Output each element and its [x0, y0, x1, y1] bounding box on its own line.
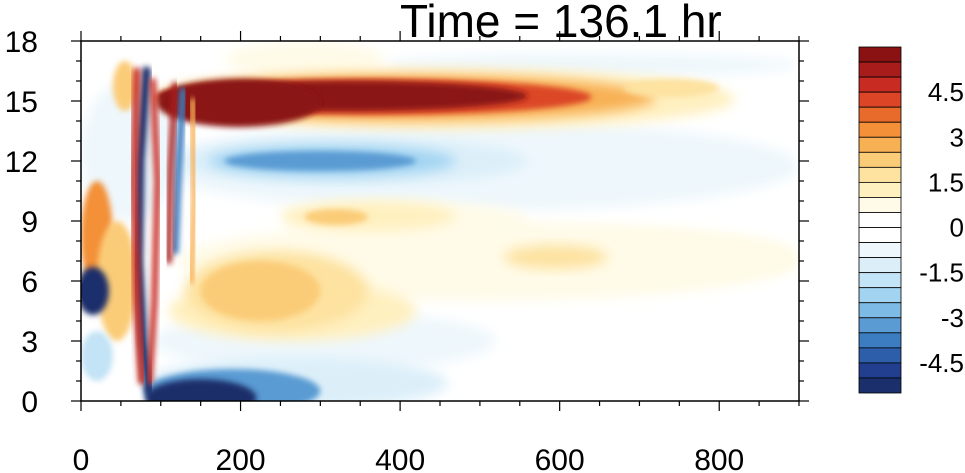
warm-patch: [304, 209, 369, 225]
colorbar-swatch: [858, 212, 902, 228]
colorbar: 4.5 3 1.5 0 -1.5 -3 -4.5: [858, 46, 964, 394]
x-tick-label: 0: [73, 444, 90, 473]
colorbar-swatch: [858, 106, 902, 123]
colorbar-swatch: [858, 166, 902, 183]
colorbar-swatch: [858, 257, 902, 274]
colorbar-swatch: [858, 76, 902, 93]
wave-front-warm: [188, 98, 198, 284]
colorbar-label: -4.5: [919, 348, 964, 378]
wave-front-warm: [146, 78, 161, 384]
pale-warm-region: [224, 41, 385, 77]
wave-front-warm: [165, 82, 179, 264]
x-tick-label: 800: [694, 444, 744, 473]
colorbar-swatch: [858, 332, 902, 349]
axes: 0 200 400 600 800 0 3 6 9 12 15 18: [5, 26, 809, 473]
colorbar-swatch: [858, 242, 902, 259]
colorbar-label: 0: [950, 213, 964, 243]
colorbar-swatch: [858, 46, 902, 63]
surface-cool-band: [144, 379, 257, 401]
colorbar-label: -1.5: [919, 258, 964, 288]
colorbar-swatch: [858, 377, 902, 394]
heatmap-field: [81, 41, 799, 401]
colorbar-swatch: [858, 121, 902, 138]
colorbar-label: 1.5: [928, 167, 964, 197]
y-tick-label: 0: [21, 386, 38, 419]
colorbar-swatch: [858, 302, 902, 319]
warm-patch: [200, 261, 321, 321]
colorbar-label: -3: [941, 303, 964, 333]
left-cool-patch: [81, 331, 113, 381]
y-tick-label: 12: [5, 146, 38, 179]
colorbar-label: 3: [950, 122, 964, 152]
y-tick-label: 15: [5, 86, 38, 119]
x-tick-label: 400: [375, 444, 425, 473]
x-tick-label: 600: [535, 444, 585, 473]
colorbar-swatch: [858, 151, 902, 168]
colorbar-swatch: [858, 227, 902, 243]
y-tick-label: 3: [21, 326, 38, 359]
colorbar-label: 4.5: [928, 77, 964, 107]
left-warm-patch: [112, 61, 137, 111]
colorbar-swatch: [858, 272, 902, 289]
colorbar-swatch: [858, 61, 902, 78]
y-tick-label: 18: [5, 26, 38, 59]
plot-area: [81, 41, 799, 401]
wave-front-cold: [171, 87, 187, 255]
warm-patch: [503, 245, 608, 269]
colorbar-swatch: [858, 91, 902, 108]
left-warm-column: [96, 221, 137, 341]
upper-warm-band: [623, 79, 720, 97]
y-tick-label: 6: [21, 266, 38, 299]
colorbar-swatch: [858, 197, 902, 213]
colorbar-swatch: [858, 136, 902, 153]
y-tick-label: 9: [21, 206, 38, 239]
colorbar-swatch: [858, 347, 902, 364]
mid-cool-band: [224, 151, 417, 171]
upper-warm-band: [156, 79, 321, 127]
pale-warm-region: [495, 231, 799, 281]
left-cold-core: [81, 277, 101, 305]
colorbar-swatch: [858, 317, 902, 334]
x-tick-label: 200: [216, 444, 266, 473]
chart-title: Time = 136.1 hr: [400, 0, 722, 47]
colorbar-swatch: [858, 287, 902, 304]
colorbar-swatch: [858, 362, 902, 379]
wave-front-warm: [130, 67, 146, 385]
colorbar-swatch: [858, 181, 902, 198]
